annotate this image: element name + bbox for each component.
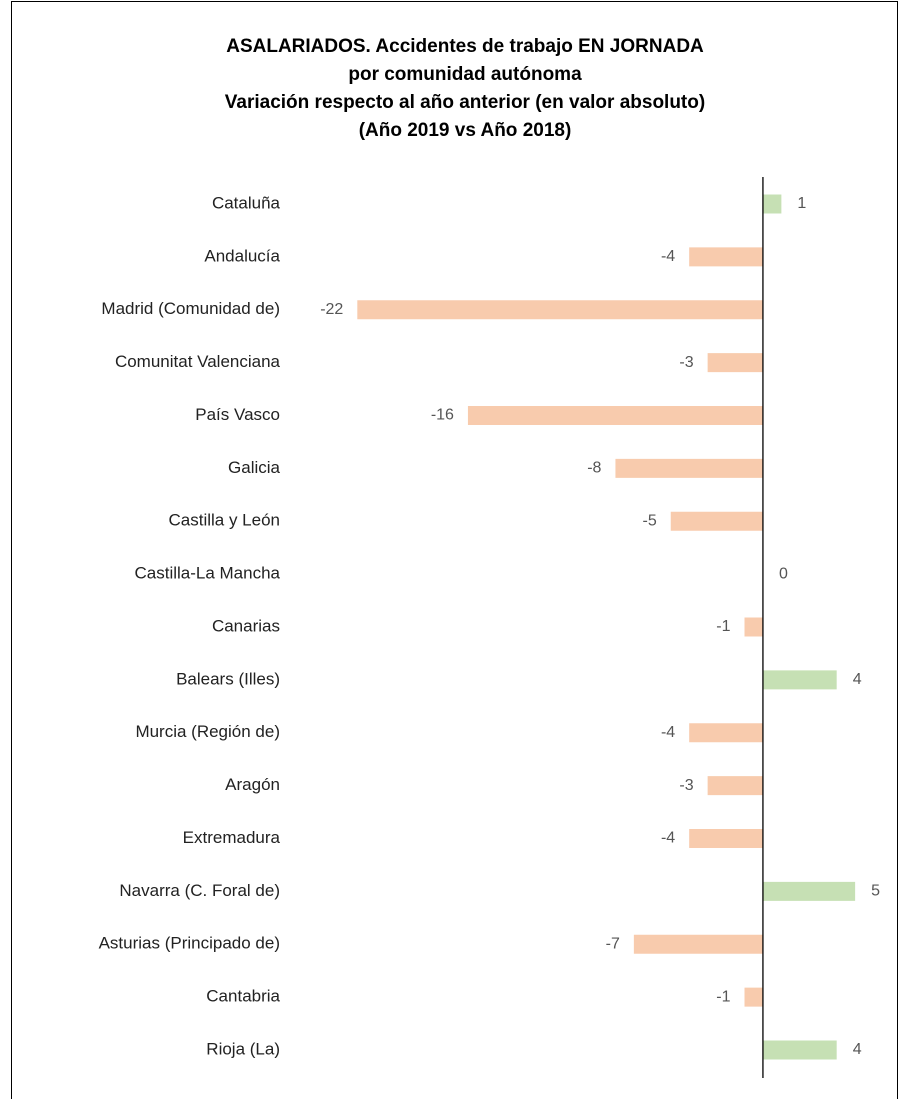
bar (670, 511, 763, 531)
category-label: Aragón (225, 775, 280, 794)
value-label: -1 (716, 988, 730, 1005)
value-label: 0 (779, 565, 788, 582)
category-label: Galicia (228, 458, 281, 477)
value-label: -3 (679, 777, 693, 794)
chart-frame (11, 1, 898, 1099)
category-label: Andalucía (204, 246, 280, 265)
category-label: Castilla-La Mancha (134, 564, 280, 583)
value-label: -7 (606, 935, 620, 952)
value-label: 1 (797, 195, 806, 212)
value-label: -4 (661, 248, 675, 265)
bar (689, 247, 763, 267)
bar (357, 300, 763, 320)
bar (707, 776, 763, 796)
chart-title: (Año 2019 vs Año 2018) (359, 120, 572, 141)
bar (762, 881, 856, 901)
value-label: -1 (716, 618, 730, 635)
category-label: Balears (Illes) (176, 669, 280, 688)
category-label: Murcia (Región de) (135, 722, 280, 741)
chart-title: por comunidad autónoma (348, 64, 582, 85)
value-label: -16 (431, 407, 454, 424)
category-label: Comunitat Valenciana (115, 352, 281, 371)
bar (762, 670, 837, 690)
category-label: Rioja (La) (206, 1039, 280, 1058)
chart-title: Variación respecto al año anterior (en v… (225, 92, 705, 113)
bar (689, 723, 763, 743)
bar (689, 829, 763, 848)
value-label: -3 (679, 354, 693, 371)
bar (744, 987, 763, 1007)
category-label: Canarias (212, 616, 280, 635)
value-label: -8 (587, 460, 601, 477)
value-label: 4 (853, 1041, 862, 1058)
bar (744, 617, 763, 637)
value-label: -4 (661, 724, 675, 741)
category-label: País Vasco (195, 405, 280, 424)
bar (615, 458, 763, 478)
chart-title: ASALARIADOS. Accidentes de trabajo EN JO… (226, 36, 704, 57)
category-label: Cantabria (206, 987, 280, 1006)
category-label: Navarra (C. Foral de) (119, 881, 280, 900)
category-label: Asturias (Principado de) (99, 934, 280, 953)
bar (633, 934, 763, 954)
value-label: -5 (643, 512, 657, 529)
category-label: Extremadura (183, 828, 281, 847)
category-label: Madrid (Comunidad de) (101, 299, 280, 318)
bar (762, 1040, 837, 1060)
value-label: 5 (871, 883, 880, 900)
category-label: Cataluña (212, 193, 281, 212)
value-label: -4 (661, 830, 675, 847)
value-label: 4 (853, 671, 862, 688)
bar (707, 353, 763, 373)
bar (762, 194, 782, 214)
bar (467, 406, 763, 425)
value-label: -22 (320, 301, 343, 318)
category-label: Castilla y León (168, 511, 280, 530)
